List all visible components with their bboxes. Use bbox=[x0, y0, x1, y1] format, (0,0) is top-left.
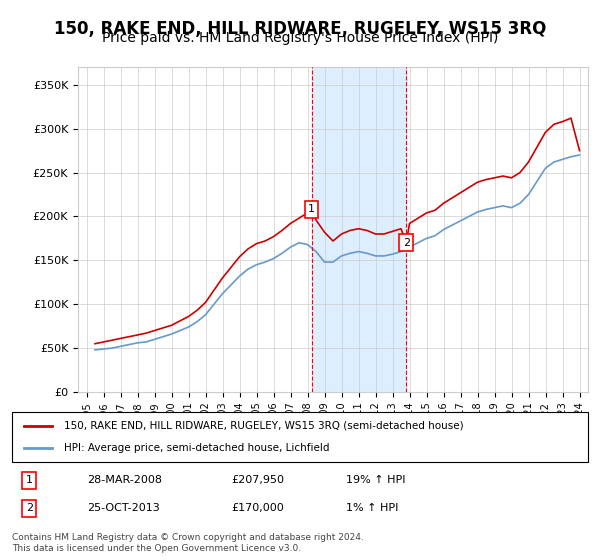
Text: 150, RAKE END, HILL RIDWARE, RUGELEY, WS15 3RQ: 150, RAKE END, HILL RIDWARE, RUGELEY, WS… bbox=[54, 20, 546, 38]
FancyBboxPatch shape bbox=[12, 412, 588, 462]
Text: 2: 2 bbox=[26, 503, 33, 514]
Text: 28-MAR-2008: 28-MAR-2008 bbox=[87, 475, 162, 486]
Text: 25-OCT-2013: 25-OCT-2013 bbox=[87, 503, 160, 514]
Text: Contains HM Land Registry data © Crown copyright and database right 2024.
This d: Contains HM Land Registry data © Crown c… bbox=[12, 533, 364, 553]
Text: HPI: Average price, semi-detached house, Lichfield: HPI: Average price, semi-detached house,… bbox=[64, 443, 329, 453]
Text: £207,950: £207,950 bbox=[231, 475, 284, 486]
Text: 2: 2 bbox=[403, 238, 410, 248]
Text: 1: 1 bbox=[26, 475, 33, 486]
Text: Price paid vs. HM Land Registry's House Price Index (HPI): Price paid vs. HM Land Registry's House … bbox=[102, 31, 498, 45]
Bar bbox=[311, 67, 406, 392]
Text: 1: 1 bbox=[308, 204, 315, 214]
Text: 150, RAKE END, HILL RIDWARE, RUGELEY, WS15 3RQ (semi-detached house): 150, RAKE END, HILL RIDWARE, RUGELEY, WS… bbox=[64, 421, 463, 431]
Text: £170,000: £170,000 bbox=[231, 503, 284, 514]
Text: 1% ↑ HPI: 1% ↑ HPI bbox=[346, 503, 398, 514]
Text: 19% ↑ HPI: 19% ↑ HPI bbox=[346, 475, 406, 486]
